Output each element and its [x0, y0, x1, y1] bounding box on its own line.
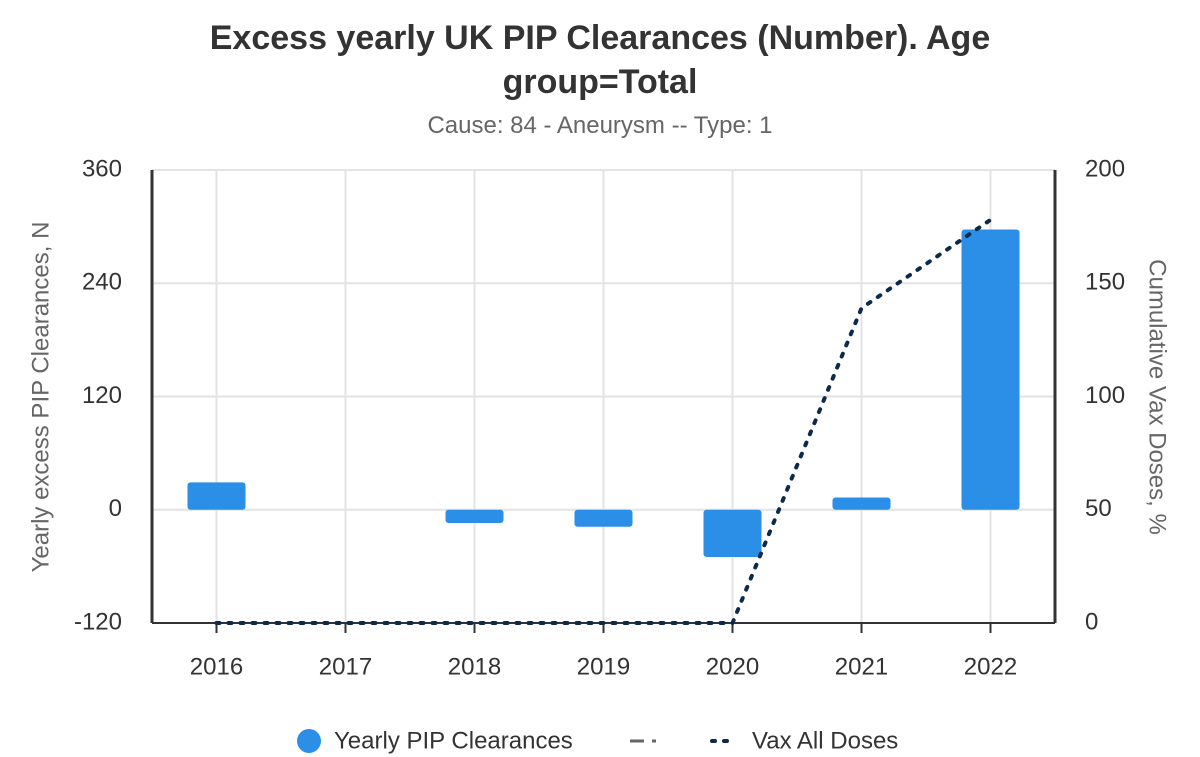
chart-subtitle: Cause: 84 - Aneurysm -- Type: 1 — [427, 112, 773, 139]
y2-tick-label: 0 — [1085, 608, 1098, 635]
y-tick-label: 360 — [82, 155, 122, 182]
bar — [445, 509, 504, 523]
x-tick-label: 2019 — [577, 653, 630, 680]
bar — [703, 509, 762, 557]
x-tick-label: 2020 — [706, 653, 759, 680]
y-tick-label: 0 — [109, 495, 122, 522]
legend-label: Vax All Doses — [752, 727, 898, 754]
bar — [574, 509, 633, 527]
chart-title: Excess yearly UK PIP Clearances (Number)… — [209, 19, 991, 101]
y2-tick-label: 150 — [1085, 269, 1125, 296]
bar — [187, 482, 246, 510]
y2-axis-label: Cumulative Vax Doses, % — [1144, 259, 1171, 535]
line — [214, 217, 993, 625]
legend-label: Yearly PIP Clearances — [334, 727, 573, 754]
x-tick-label: 2022 — [964, 653, 1017, 680]
bar — [961, 229, 1020, 510]
x-tick-label: 2017 — [319, 653, 372, 680]
bar — [832, 497, 891, 510]
x-tick-label: 2018 — [448, 653, 501, 680]
y2-tick-label: 100 — [1085, 382, 1125, 409]
y2-tick-label: 50 — [1085, 495, 1112, 522]
x-tick-label: 2021 — [835, 653, 888, 680]
y-tick-label: 120 — [82, 382, 122, 409]
y2-tick-label: 200 — [1085, 155, 1125, 182]
y-tick-label: -120 — [74, 608, 122, 635]
x-tick-label: 2016 — [190, 653, 243, 680]
legend-symbol — [297, 729, 321, 753]
y-tick-label: 240 — [82, 269, 122, 296]
y-axis-label: Yearly excess PIP Clearances, N — [27, 222, 54, 573]
